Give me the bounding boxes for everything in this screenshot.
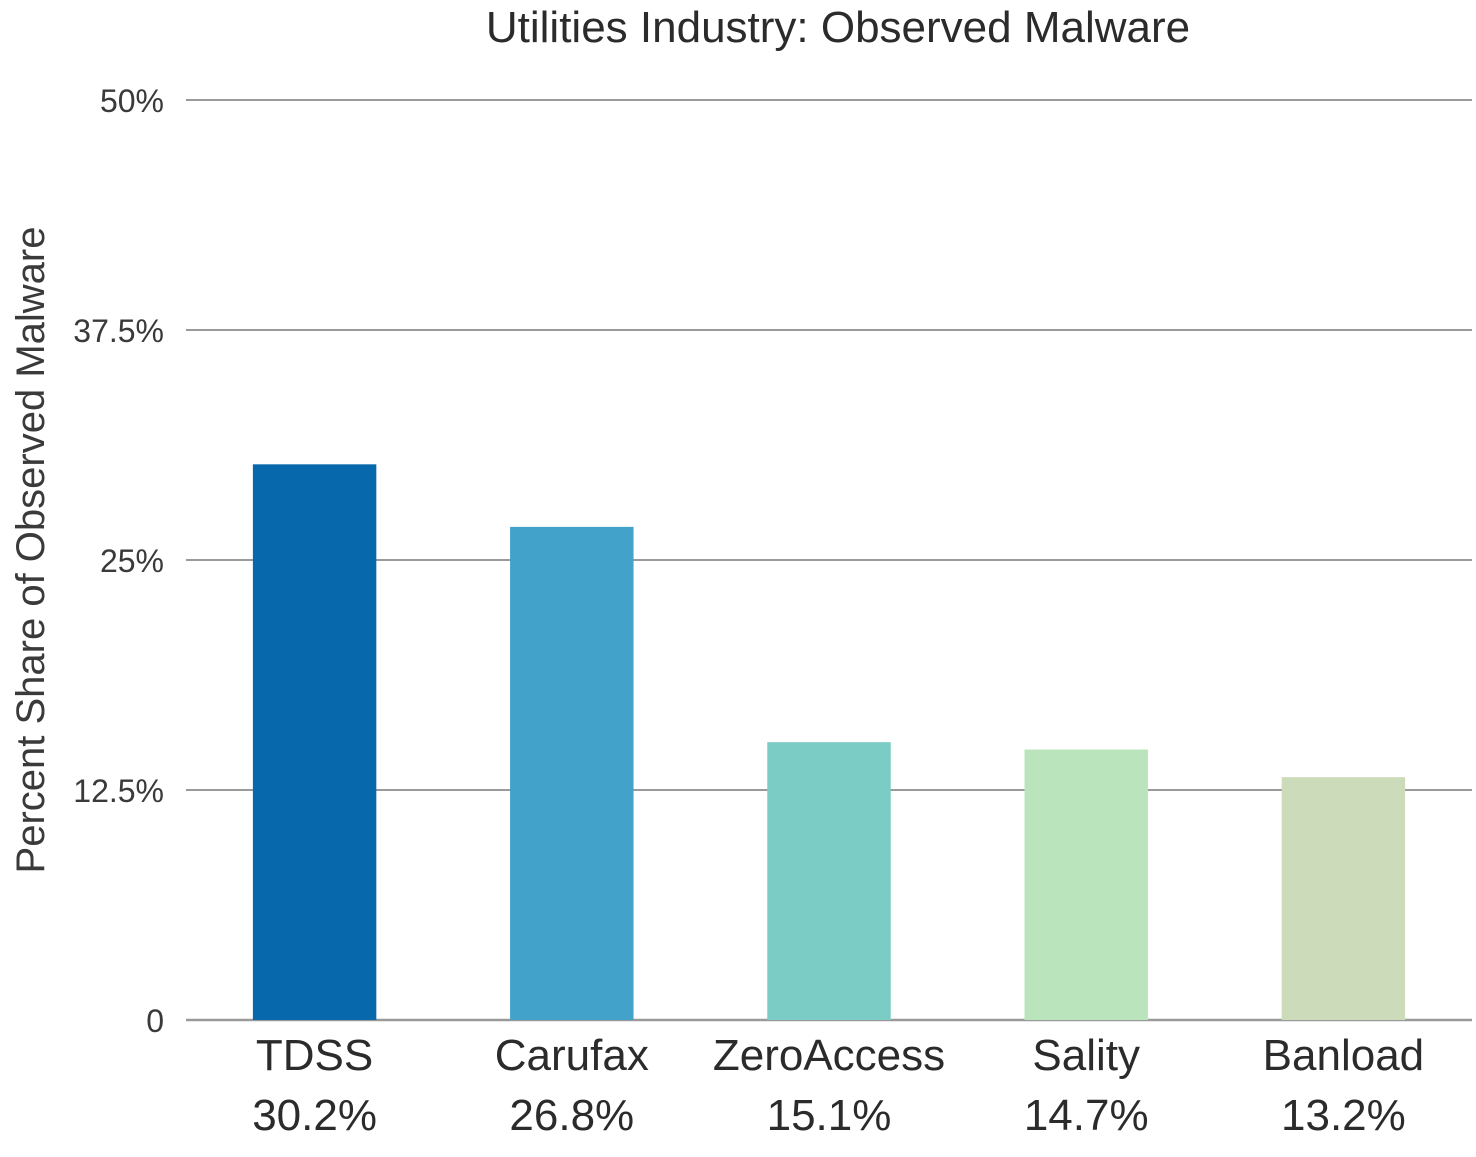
data-label: 26.8% <box>509 1091 634 1140</box>
bar <box>252 464 377 1020</box>
chart-title: Utilities Industry: Observed Malware <box>486 3 1190 52</box>
data-label: 15.1% <box>767 1091 892 1140</box>
y-tick-label: 25% <box>100 543 164 579</box>
x-tick-label: ZeroAccess <box>713 1031 945 1080</box>
bar <box>1024 749 1148 1020</box>
x-tick-label: TDSS <box>256 1031 373 1080</box>
bar <box>510 526 634 1020</box>
x-tick-label: Carufax <box>495 1031 649 1080</box>
y-tick-label: 50% <box>100 83 164 119</box>
y-tick-label: 0 <box>146 1003 164 1039</box>
x-tick-label: Banload <box>1263 1031 1424 1080</box>
x-tick-label: Sality <box>1032 1031 1140 1080</box>
data-label: 13.2% <box>1281 1091 1406 1140</box>
x-axis-labels: TDSS 30.2% Carufax 26.8% ZeroAccess 15.1% Sali… <box>252 1031 1424 1140</box>
y-axis-label: Percent Share of Observed Malware <box>9 227 53 874</box>
bar <box>1281 777 1406 1020</box>
data-label: 14.7% <box>1024 1091 1149 1140</box>
bar <box>767 742 891 1020</box>
y-axis-ticks: 0 12.5% 25% 37.5% 50% <box>73 83 164 1039</box>
y-tick-label: 37.5% <box>73 313 164 349</box>
bars <box>252 464 1406 1020</box>
y-tick-label: 12.5% <box>73 773 164 809</box>
data-label: 30.2% <box>252 1091 377 1140</box>
